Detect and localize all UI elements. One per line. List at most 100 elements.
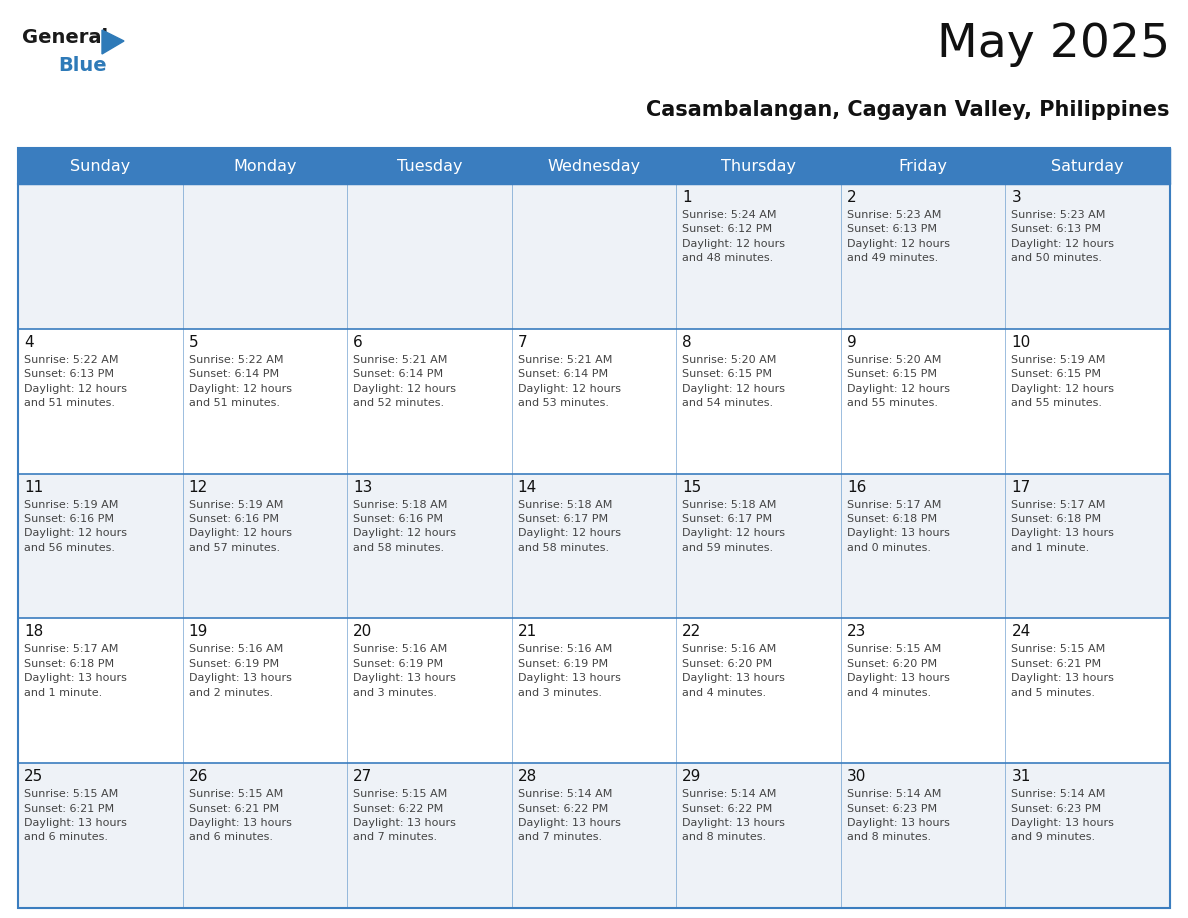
Text: 24: 24 [1011,624,1031,640]
Text: 25: 25 [24,769,43,784]
Text: 31: 31 [1011,769,1031,784]
Text: 1: 1 [682,190,691,205]
Text: Sunrise: 5:14 AM
Sunset: 6:23 PM
Daylight: 13 hours
and 8 minutes.: Sunrise: 5:14 AM Sunset: 6:23 PM Dayligh… [847,789,949,843]
Text: 22: 22 [682,624,702,640]
Bar [347,763,512,908]
Text: 11: 11 [24,479,43,495]
Text: 10: 10 [1011,335,1031,350]
Text: Sunrise: 5:18 AM
Sunset: 6:17 PM
Daylight: 12 hours
and 59 minutes.: Sunrise: 5:18 AM Sunset: 6:17 PM Dayligh… [682,499,785,553]
Bar [841,763,1005,908]
Text: Sunrise: 5:19 AM
Sunset: 6:16 PM
Daylight: 12 hours
and 56 minutes.: Sunrise: 5:19 AM Sunset: 6:16 PM Dayligh… [24,499,127,553]
Text: Sunrise: 5:16 AM
Sunset: 6:20 PM
Daylight: 13 hours
and 4 minutes.: Sunrise: 5:16 AM Sunset: 6:20 PM Dayligh… [682,644,785,698]
Bar [18,619,183,763]
Text: Sunrise: 5:23 AM
Sunset: 6:13 PM
Daylight: 12 hours
and 50 minutes.: Sunrise: 5:23 AM Sunset: 6:13 PM Dayligh… [1011,210,1114,263]
Bar [18,148,1170,908]
Text: 30: 30 [847,769,866,784]
Text: 27: 27 [353,769,372,784]
Text: Sunrise: 5:20 AM
Sunset: 6:15 PM
Daylight: 12 hours
and 55 minutes.: Sunrise: 5:20 AM Sunset: 6:15 PM Dayligh… [847,354,950,408]
Text: Thursday: Thursday [721,159,796,174]
Text: 14: 14 [518,479,537,495]
Text: 7: 7 [518,335,527,350]
Bar [676,184,841,329]
Text: Sunrise: 5:14 AM
Sunset: 6:22 PM
Daylight: 13 hours
and 8 minutes.: Sunrise: 5:14 AM Sunset: 6:22 PM Dayligh… [682,789,785,843]
Text: Sunrise: 5:18 AM
Sunset: 6:16 PM
Daylight: 12 hours
and 58 minutes.: Sunrise: 5:18 AM Sunset: 6:16 PM Dayligh… [353,499,456,553]
Text: Monday: Monday [233,159,297,174]
Text: Sunrise: 5:22 AM
Sunset: 6:14 PM
Daylight: 12 hours
and 51 minutes.: Sunrise: 5:22 AM Sunset: 6:14 PM Dayligh… [189,354,291,408]
Bar [512,763,676,908]
Text: 5: 5 [189,335,198,350]
Text: Sunrise: 5:15 AM
Sunset: 6:21 PM
Daylight: 13 hours
and 6 minutes.: Sunrise: 5:15 AM Sunset: 6:21 PM Dayligh… [189,789,291,843]
Text: Sunrise: 5:21 AM
Sunset: 6:14 PM
Daylight: 12 hours
and 52 minutes.: Sunrise: 5:21 AM Sunset: 6:14 PM Dayligh… [353,354,456,408]
Bar [1005,474,1170,619]
Bar [512,619,676,763]
Bar [676,763,841,908]
Text: 12: 12 [189,479,208,495]
Text: Sunrise: 5:19 AM
Sunset: 6:16 PM
Daylight: 12 hours
and 57 minutes.: Sunrise: 5:19 AM Sunset: 6:16 PM Dayligh… [189,499,291,553]
Text: 2: 2 [847,190,857,205]
Bar [841,329,1005,474]
Text: Sunrise: 5:14 AM
Sunset: 6:23 PM
Daylight: 13 hours
and 9 minutes.: Sunrise: 5:14 AM Sunset: 6:23 PM Dayligh… [1011,789,1114,843]
Text: 6: 6 [353,335,362,350]
Bar [1005,329,1170,474]
Text: Sunrise: 5:17 AM
Sunset: 6:18 PM
Daylight: 13 hours
and 1 minute.: Sunrise: 5:17 AM Sunset: 6:18 PM Dayligh… [1011,499,1114,553]
Text: 16: 16 [847,479,866,495]
Bar [347,329,512,474]
Text: 19: 19 [189,624,208,640]
Bar [676,474,841,619]
Text: Blue: Blue [58,56,107,75]
Bar [183,619,347,763]
Bar [18,148,1170,184]
Text: Friday: Friday [898,159,948,174]
Bar [512,329,676,474]
Text: 9: 9 [847,335,857,350]
Bar [1005,763,1170,908]
Polygon shape [102,30,124,54]
Text: 17: 17 [1011,479,1031,495]
Text: May 2025: May 2025 [937,22,1170,67]
Text: 28: 28 [518,769,537,784]
Text: 26: 26 [189,769,208,784]
Text: 29: 29 [682,769,702,784]
Text: Sunrise: 5:15 AM
Sunset: 6:20 PM
Daylight: 13 hours
and 4 minutes.: Sunrise: 5:15 AM Sunset: 6:20 PM Dayligh… [847,644,949,698]
Bar [183,329,347,474]
Bar [841,619,1005,763]
Text: 23: 23 [847,624,866,640]
Text: Sunrise: 5:20 AM
Sunset: 6:15 PM
Daylight: 12 hours
and 54 minutes.: Sunrise: 5:20 AM Sunset: 6:15 PM Dayligh… [682,354,785,408]
Text: Sunrise: 5:16 AM
Sunset: 6:19 PM
Daylight: 13 hours
and 2 minutes.: Sunrise: 5:16 AM Sunset: 6:19 PM Dayligh… [189,644,291,698]
Text: 4: 4 [24,335,33,350]
Text: Sunrise: 5:24 AM
Sunset: 6:12 PM
Daylight: 12 hours
and 48 minutes.: Sunrise: 5:24 AM Sunset: 6:12 PM Dayligh… [682,210,785,263]
Bar [841,474,1005,619]
Bar [18,329,183,474]
Text: Tuesday: Tuesday [397,159,462,174]
Text: Sunrise: 5:23 AM
Sunset: 6:13 PM
Daylight: 12 hours
and 49 minutes.: Sunrise: 5:23 AM Sunset: 6:13 PM Dayligh… [847,210,950,263]
Bar [18,184,183,329]
Text: Sunrise: 5:16 AM
Sunset: 6:19 PM
Daylight: 13 hours
and 3 minutes.: Sunrise: 5:16 AM Sunset: 6:19 PM Dayligh… [518,644,620,698]
Text: Sunrise: 5:21 AM
Sunset: 6:14 PM
Daylight: 12 hours
and 53 minutes.: Sunrise: 5:21 AM Sunset: 6:14 PM Dayligh… [518,354,620,408]
Bar [347,184,512,329]
Text: Sunrise: 5:14 AM
Sunset: 6:22 PM
Daylight: 13 hours
and 7 minutes.: Sunrise: 5:14 AM Sunset: 6:22 PM Dayligh… [518,789,620,843]
Bar [18,763,183,908]
Bar [676,329,841,474]
Bar [512,184,676,329]
Text: Saturday: Saturday [1051,159,1124,174]
Text: Casambalangan, Cagayan Valley, Philippines: Casambalangan, Cagayan Valley, Philippin… [646,100,1170,120]
Text: General: General [23,28,108,47]
Text: 13: 13 [353,479,373,495]
Bar [1005,619,1170,763]
Bar [183,184,347,329]
Bar [183,474,347,619]
Text: 15: 15 [682,479,702,495]
Text: Sunrise: 5:18 AM
Sunset: 6:17 PM
Daylight: 12 hours
and 58 minutes.: Sunrise: 5:18 AM Sunset: 6:17 PM Dayligh… [518,499,620,553]
Text: Sunday: Sunday [70,159,131,174]
Text: 3: 3 [1011,190,1022,205]
Bar [1005,184,1170,329]
Text: Sunrise: 5:19 AM
Sunset: 6:15 PM
Daylight: 12 hours
and 55 minutes.: Sunrise: 5:19 AM Sunset: 6:15 PM Dayligh… [1011,354,1114,408]
Text: Sunrise: 5:15 AM
Sunset: 6:21 PM
Daylight: 13 hours
and 5 minutes.: Sunrise: 5:15 AM Sunset: 6:21 PM Dayligh… [1011,644,1114,698]
Bar [347,619,512,763]
Bar [18,474,183,619]
Text: Sunrise: 5:16 AM
Sunset: 6:19 PM
Daylight: 13 hours
and 3 minutes.: Sunrise: 5:16 AM Sunset: 6:19 PM Dayligh… [353,644,456,698]
Text: 8: 8 [682,335,691,350]
Text: 20: 20 [353,624,372,640]
Text: Wednesday: Wednesday [548,159,640,174]
Text: Sunrise: 5:15 AM
Sunset: 6:22 PM
Daylight: 13 hours
and 7 minutes.: Sunrise: 5:15 AM Sunset: 6:22 PM Dayligh… [353,789,456,843]
